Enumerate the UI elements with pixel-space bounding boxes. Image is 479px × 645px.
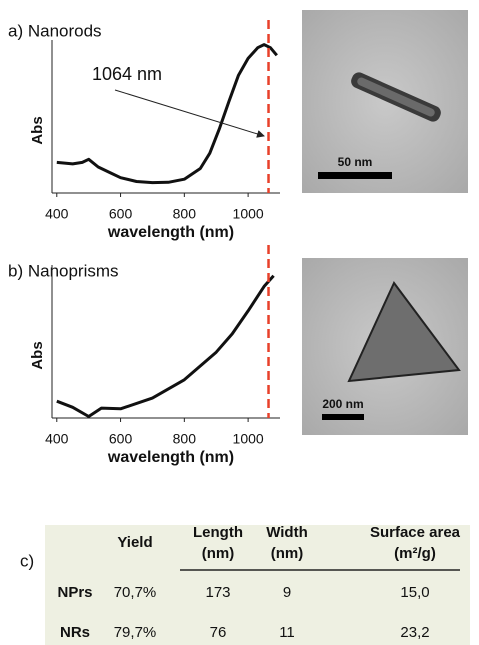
table-header: Yield bbox=[117, 534, 152, 551]
table-cell: 173 bbox=[205, 584, 230, 601]
spectrum bbox=[57, 45, 277, 183]
table-header: Length bbox=[193, 524, 243, 541]
scale-label: 200 nm bbox=[322, 397, 363, 411]
spectrum bbox=[57, 276, 274, 417]
y-axis-label: Abs bbox=[29, 116, 46, 144]
x-tick-label: 400 bbox=[45, 431, 69, 447]
row-label: NRs bbox=[60, 624, 90, 641]
table-cell: 23,2 bbox=[400, 624, 429, 641]
table-cell: 11 bbox=[279, 624, 295, 641]
x-tick-label: 1000 bbox=[233, 431, 264, 447]
table-cell: 15,0 bbox=[400, 584, 429, 601]
x-tick-label: 400 bbox=[45, 206, 69, 222]
table-cell: 70,7% bbox=[114, 584, 157, 601]
scale-bar bbox=[318, 172, 392, 179]
panel-label: a) Nanorods bbox=[8, 21, 102, 40]
x-tick-label: 600 bbox=[109, 206, 133, 222]
panel-label: b) Nanoprisms bbox=[8, 261, 119, 280]
row-label: NPrs bbox=[57, 584, 92, 601]
table-cell: 79,7% bbox=[114, 624, 157, 641]
table-header: Width bbox=[266, 524, 308, 541]
x-tick-label: 800 bbox=[173, 431, 197, 447]
x-axis-label: wavelength (nm) bbox=[107, 449, 234, 466]
table-header: (m²/g) bbox=[394, 545, 436, 562]
table-header: Surface area bbox=[370, 524, 461, 541]
table-header: (nm) bbox=[202, 545, 235, 562]
x-tick-label: 600 bbox=[109, 431, 133, 447]
table-label: c) bbox=[20, 551, 34, 570]
x-axis-label: wavelength (nm) bbox=[107, 224, 234, 241]
scale-bar bbox=[322, 414, 364, 420]
scale-label: 50 nm bbox=[338, 155, 373, 169]
table-header: (nm) bbox=[271, 545, 304, 562]
tem-image bbox=[302, 10, 468, 193]
y-axis-label: Abs bbox=[29, 341, 46, 369]
figure: 50 nm 200 nm a) Nanorods Abs 400 600 800 1000… bbox=[0, 0, 479, 645]
table-cell: 76 bbox=[210, 624, 227, 641]
annotation: 1064 nm bbox=[92, 64, 162, 84]
annotation-arrow bbox=[115, 90, 264, 136]
x-tick-label: 800 bbox=[173, 206, 197, 222]
table-cell: 9 bbox=[283, 584, 291, 601]
x-tick-label: 1000 bbox=[233, 206, 264, 222]
